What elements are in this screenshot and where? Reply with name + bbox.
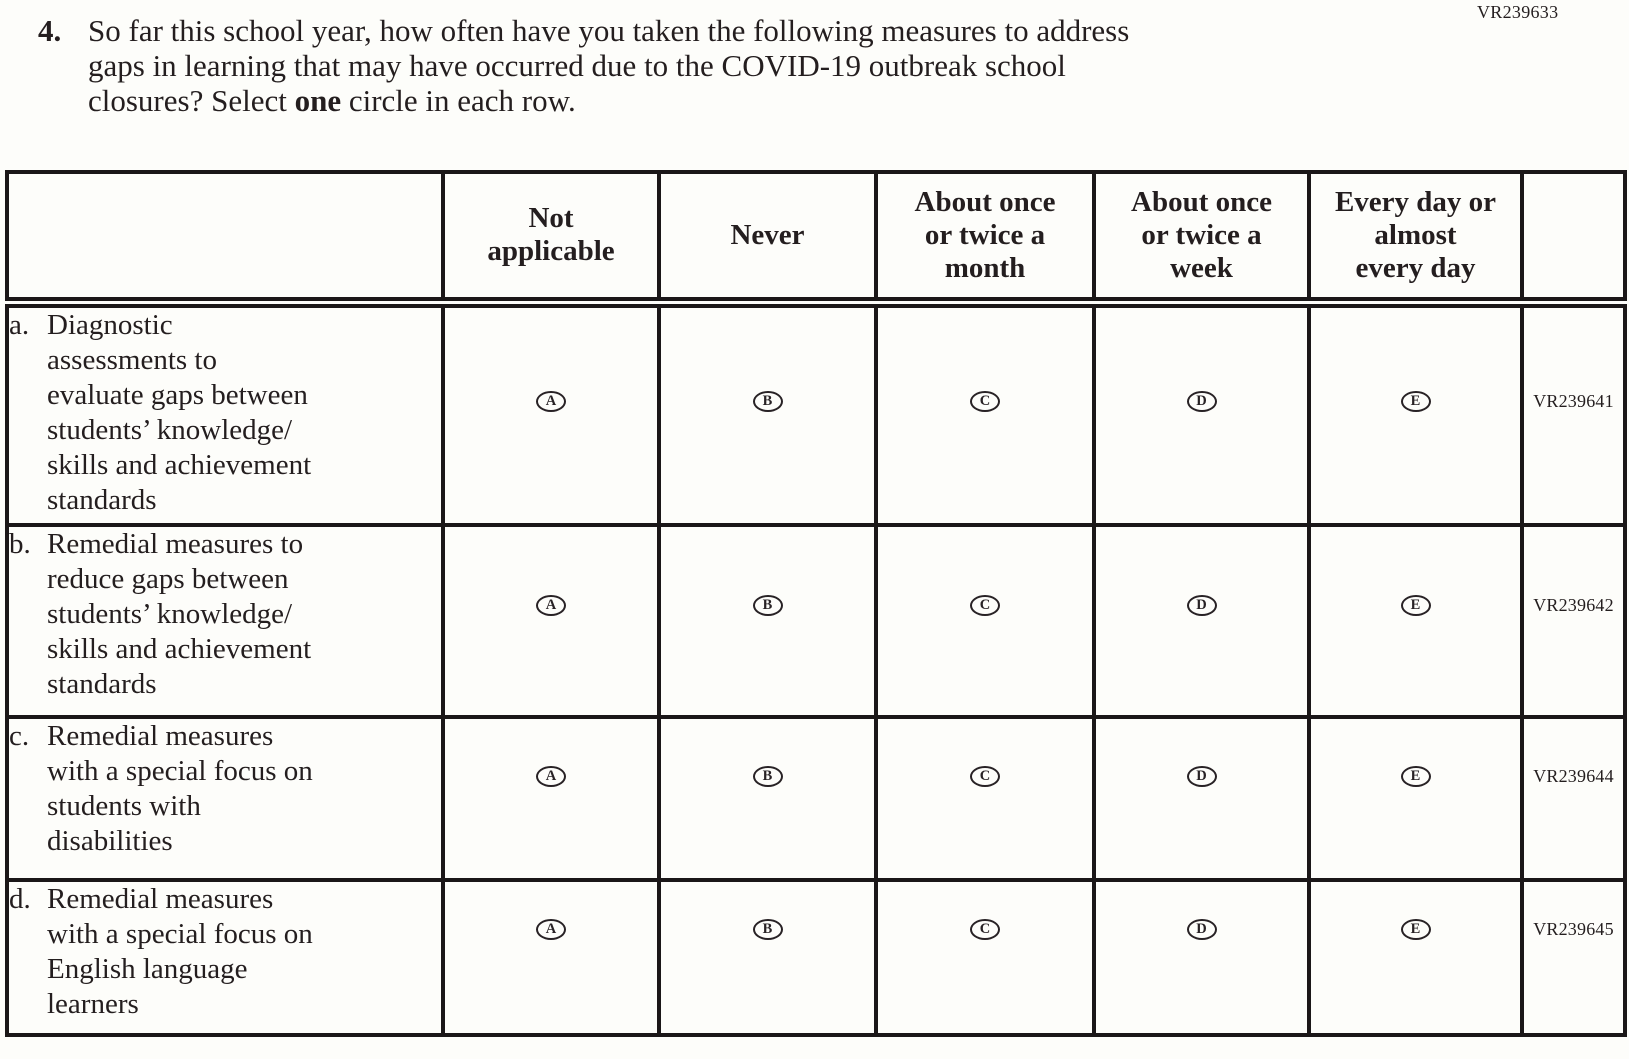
row-a-stem-text: Diagnostic assessments to evaluate gaps … <box>47 308 312 516</box>
header-row: Not applicable Never About once or twice… <box>5 170 1627 308</box>
row-c-cell-not-applicable: A <box>441 715 661 882</box>
row-b-letter: b. <box>9 528 31 560</box>
row-b-cell-once-twice-month: C <box>874 523 1096 719</box>
row-c-stem: c. Remedial measures with a special focu… <box>5 715 445 882</box>
row-d-letter: d. <box>9 883 31 915</box>
row-b-cell-never: B <box>657 523 878 719</box>
row-b-option-E-circle[interactable]: E <box>1400 594 1431 616</box>
row-c-cell-never: B <box>657 715 878 882</box>
response-table: Not applicable Never About once or twice… <box>5 170 1627 1037</box>
column-header-not-applicable: Not applicable <box>441 170 661 308</box>
row-d-cell-once-twice-month: C <box>874 878 1096 1037</box>
question-line-3-bold-word: one <box>294 83 342 118</box>
question-line-1: So far this school year, how often have … <box>88 13 1130 48</box>
row-d-option-A-circle[interactable]: A <box>536 918 566 940</box>
row-d-option-C-circle[interactable]: C <box>970 918 1000 940</box>
row-a-cell-once-twice-month: C <box>874 300 1096 527</box>
row-b-code: VR239642 <box>1520 523 1627 719</box>
column-header-once-twice-month: About once or twice a month <box>874 170 1096 308</box>
row-d-option-B-circle[interactable]: B <box>752 918 783 940</box>
table-row-d: d. Remedial measures with a special focu… <box>5 878 1627 1037</box>
row-a-letter: a. <box>9 308 30 341</box>
row-a-code: VR239641 <box>1520 300 1627 527</box>
row-d-option-E-circle[interactable]: E <box>1400 918 1431 940</box>
row-d-code: VR239645 <box>1520 878 1627 1037</box>
row-c-option-A-circle[interactable]: A <box>536 765 566 787</box>
question-line-3-segment: closures? Select <box>88 83 295 118</box>
row-c-code: VR239644 <box>1520 715 1627 882</box>
row-d-cell-not-applicable: A <box>441 878 661 1037</box>
row-d-cell-once-twice-week: D <box>1092 878 1311 1037</box>
row-a-option-E-circle[interactable]: E <box>1400 391 1431 413</box>
row-d-stem: d. Remedial measures with a special focu… <box>5 878 445 1037</box>
question-line-3: closures? Select one circle in each row. <box>88 83 1129 118</box>
row-a-option-B-circle[interactable]: B <box>752 391 783 413</box>
row-c-letter: c. <box>9 720 30 752</box>
row-d-cell-never: B <box>657 878 878 1037</box>
column-header-once-twice-week: About once or twice a week <box>1092 170 1311 308</box>
question-block: 4. So far this school year, how often ha… <box>38 13 1129 118</box>
row-d-option-D-circle[interactable]: D <box>1186 918 1217 940</box>
row-c-option-C-circle[interactable]: C <box>970 765 1000 787</box>
table-row-c: c. Remedial measures with a special focu… <box>5 715 1627 882</box>
row-a-option-C-circle[interactable]: C <box>970 391 1000 413</box>
row-a-option-A-circle[interactable]: A <box>536 391 566 413</box>
row-b-cell-once-twice-week: D <box>1092 523 1311 719</box>
row-b-stem: b. Remedial measures to reduce gaps betw… <box>5 523 445 719</box>
row-b-option-B-circle[interactable]: B <box>752 594 783 616</box>
question-line-2: gaps in learning that may have occurred … <box>88 48 1066 83</box>
header-code-empty <box>1520 170 1627 308</box>
row-a-cell-never: B <box>657 300 878 527</box>
row-b-option-C-circle[interactable]: C <box>970 594 1000 616</box>
row-a-cell-every-day: E <box>1307 300 1524 527</box>
column-header-every-day: Every day or almost every day <box>1307 170 1524 308</box>
page-code: VR239633 <box>1477 2 1559 22</box>
row-c-stem-text: Remedial measures with a special focus o… <box>47 720 313 857</box>
row-b-cell-every-day: E <box>1307 523 1524 719</box>
row-c-option-B-circle[interactable]: B <box>752 765 783 787</box>
row-a-cell-once-twice-week: D <box>1092 300 1311 527</box>
row-a-cell-not-applicable: A <box>441 300 661 527</box>
table-row-b: b. Remedial measures to reduce gaps betw… <box>5 523 1627 719</box>
question-number: 4. <box>38 13 62 48</box>
row-c-option-D-circle[interactable]: D <box>1186 765 1217 787</box>
row-b-cell-not-applicable: A <box>441 523 661 719</box>
row-b-option-D-circle[interactable]: D <box>1186 594 1217 616</box>
row-d-cell-every-day: E <box>1307 878 1524 1037</box>
row-a-stem: a. Diagnostic assessments to evaluate ga… <box>5 300 445 527</box>
column-header-never: Never <box>657 170 878 308</box>
row-b-option-A-circle[interactable]: A <box>536 594 566 616</box>
table-row-a: a. Diagnostic assessments to evaluate ga… <box>5 300 1627 527</box>
question-line-3-segment: circle in each row. <box>341 83 576 118</box>
row-b-stem-text: Remedial measures to reduce gaps between… <box>47 528 312 700</box>
header-stem-empty <box>5 170 445 308</box>
row-c-option-E-circle[interactable]: E <box>1400 765 1431 787</box>
row-c-cell-once-twice-month: C <box>874 715 1096 882</box>
question-text: So far this school year, how often have … <box>88 13 1129 118</box>
row-c-cell-every-day: E <box>1307 715 1524 882</box>
row-d-stem-text: Remedial measures with a special focus o… <box>47 883 313 1020</box>
row-a-option-D-circle[interactable]: D <box>1186 391 1217 413</box>
row-c-cell-once-twice-week: D <box>1092 715 1311 882</box>
